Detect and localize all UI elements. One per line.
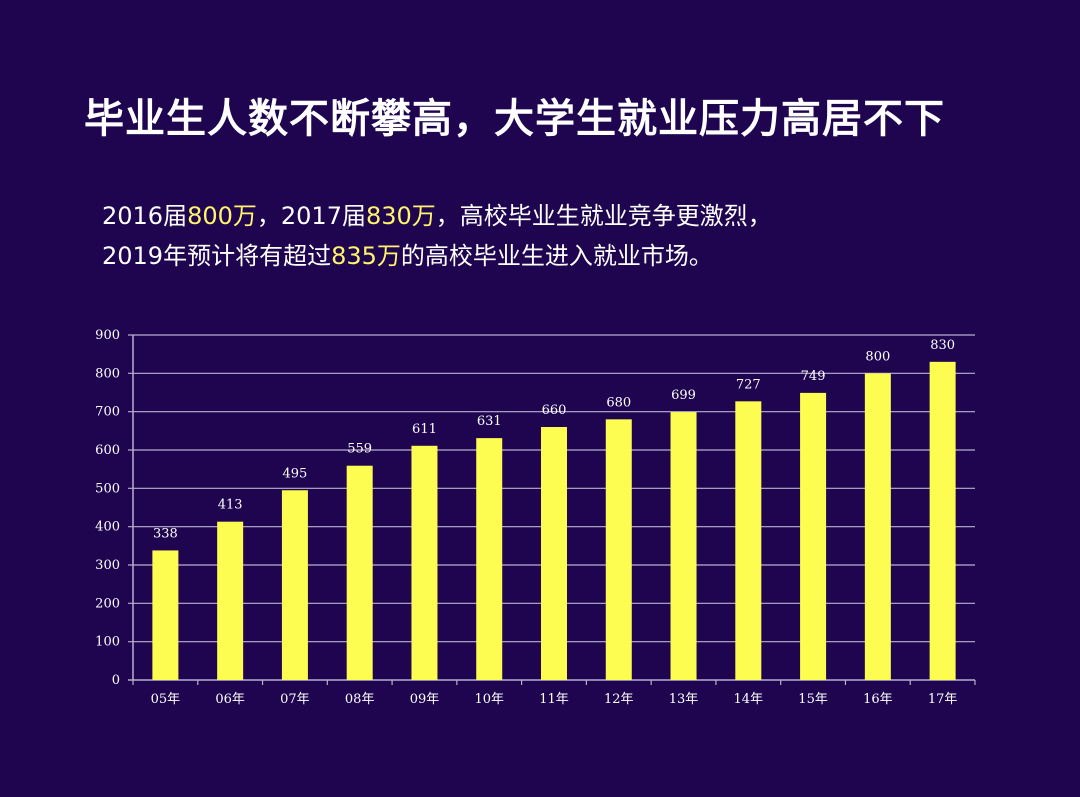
data-label: 611 xyxy=(412,422,437,437)
bar xyxy=(217,521,244,680)
bar xyxy=(541,427,567,680)
text-market: 的高校毕业生进入就业市场。 xyxy=(400,242,713,270)
x-tick-label: 10年 xyxy=(474,692,504,707)
highlight-835: 835万 xyxy=(331,242,401,270)
x-tick-label: 17年 xyxy=(928,692,958,707)
data-label: 699 xyxy=(671,388,696,403)
bar xyxy=(735,401,762,680)
highlight-830: 830万 xyxy=(365,202,436,230)
x-tick-label: 14年 xyxy=(734,692,764,707)
text-2017: ，2017届 xyxy=(256,202,366,230)
data-label: 631 xyxy=(477,414,502,429)
y-tick-label: 800 xyxy=(95,366,120,381)
data-label: 559 xyxy=(347,442,372,457)
bar xyxy=(864,373,891,680)
subtitle-line-2: 2019年预计将有超过835万的高校毕业生进入就业市场。 xyxy=(102,236,713,271)
y-tick-label: 500 xyxy=(95,481,120,496)
x-tick-label: 16年 xyxy=(863,692,893,707)
y-tick-label: 400 xyxy=(95,520,120,535)
data-label: 413 xyxy=(218,498,243,513)
text-competition: ，高校毕业生就业竞争更激烈， xyxy=(435,202,772,230)
x-tick-label: 05年 xyxy=(151,692,181,707)
data-label: 800 xyxy=(865,349,890,364)
bar xyxy=(281,490,308,680)
bar xyxy=(476,438,503,680)
text-2019: 2019年预计将有超过 xyxy=(102,242,332,270)
data-label: 727 xyxy=(736,377,761,392)
data-label: 660 xyxy=(542,403,567,418)
y-tick-label: 700 xyxy=(95,405,120,420)
page-title: 毕业生人数不断攀高，大学生就业压力高居不下 xyxy=(84,96,945,142)
x-tick-label: 12年 xyxy=(604,692,634,707)
x-tick-label: 06年 xyxy=(215,692,245,707)
x-tick-label: 11年 xyxy=(539,692,569,707)
x-tick-label: 09年 xyxy=(410,692,440,707)
bar xyxy=(346,465,373,680)
x-tick-label: 07年 xyxy=(280,692,310,707)
bar xyxy=(605,419,632,680)
y-tick-label: 600 xyxy=(95,443,120,458)
x-tick-label: 15年 xyxy=(798,692,828,707)
text-2016: 2016届 xyxy=(102,202,188,230)
data-label: 338 xyxy=(153,526,178,541)
y-tick-label: 900 xyxy=(95,328,120,343)
subtitle-line-1: 2016届800万，2017届830万，高校毕业生就业竞争更激烈， xyxy=(102,196,772,231)
x-tick-label: 13年 xyxy=(669,692,699,707)
data-label: 495 xyxy=(283,466,308,481)
y-tick-label: 300 xyxy=(95,558,120,573)
x-tick-label: 08年 xyxy=(345,692,375,707)
bar xyxy=(800,392,827,680)
bar xyxy=(152,550,179,680)
y-tick-label: 200 xyxy=(95,596,120,611)
data-label: 749 xyxy=(801,369,826,384)
bar xyxy=(929,361,956,680)
y-tick-label: 100 xyxy=(95,635,120,650)
bar xyxy=(670,412,697,680)
data-label: 680 xyxy=(606,395,631,410)
y-tick-label: 0 xyxy=(112,673,120,688)
bar xyxy=(411,445,438,680)
data-label: 830 xyxy=(930,338,955,353)
highlight-800: 800万 xyxy=(187,202,257,230)
